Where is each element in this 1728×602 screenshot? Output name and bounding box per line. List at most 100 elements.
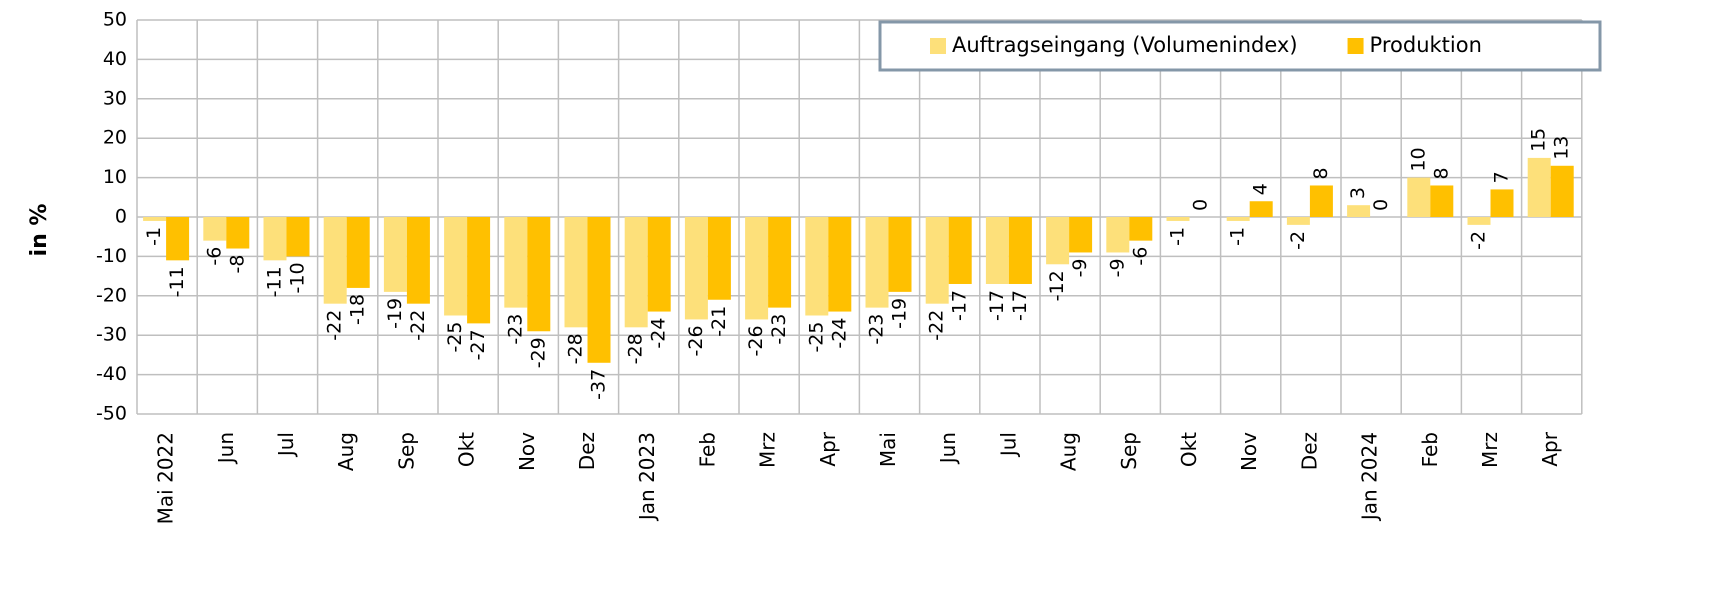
data-label: -25 [805, 322, 827, 353]
bar [564, 217, 588, 328]
bar [768, 217, 792, 308]
data-label: 0 [1190, 199, 1212, 211]
x-tick-label: Apr [816, 431, 840, 466]
bar [143, 217, 167, 221]
bar [1286, 217, 1310, 225]
bar [1467, 217, 1491, 225]
data-label: -9 [1106, 258, 1128, 277]
bar [1069, 217, 1093, 253]
x-tick-label: Jun [214, 432, 238, 465]
data-label: -1 [1167, 227, 1189, 246]
data-label: 4 [1250, 183, 1272, 195]
bar [865, 217, 889, 308]
bar [1008, 217, 1032, 284]
data-label: -1 [1227, 227, 1249, 246]
data-label: -17 [1009, 290, 1031, 321]
bar [587, 217, 611, 363]
data-label: -11 [264, 266, 286, 297]
bar [226, 217, 250, 249]
x-tick-label: Nov [515, 432, 539, 471]
y-tick-label: 10 [103, 166, 127, 188]
data-label: -26 [685, 325, 707, 356]
bar [707, 217, 731, 300]
data-label: -27 [467, 329, 489, 360]
bar [467, 217, 491, 324]
bar [684, 217, 708, 320]
legend-box [878, 20, 1602, 72]
data-label: -24 [648, 318, 670, 349]
y-tick-label: -30 [96, 324, 127, 346]
x-tick-label: Jun [936, 432, 960, 465]
bar [1490, 189, 1514, 217]
x-tick-label: Sep [1117, 432, 1141, 470]
data-label: -24 [828, 318, 850, 349]
data-label: -6 [203, 247, 225, 266]
bar [1347, 205, 1371, 217]
data-label: -17 [949, 290, 971, 321]
y-tick-label: 30 [103, 87, 127, 109]
bar [504, 217, 528, 308]
data-label: -22 [926, 310, 948, 341]
data-label: -22 [407, 310, 429, 341]
bar [263, 217, 287, 261]
data-label: -37 [588, 369, 610, 400]
bar [925, 217, 949, 304]
bar [1249, 201, 1273, 217]
data-label: -10 [287, 262, 309, 293]
data-label: -26 [745, 325, 767, 356]
x-tick-label: Jan 2024 [1358, 432, 1382, 522]
data-label: -29 [527, 337, 549, 368]
data-label: -23 [504, 314, 526, 345]
data-label: 15 [1528, 128, 1550, 152]
bar [1407, 177, 1431, 217]
data-label: -12 [1046, 270, 1068, 301]
bar [1046, 217, 1070, 265]
x-tick-label: Apr [1538, 431, 1562, 466]
bar [1166, 217, 1190, 221]
data-label: 8 [1310, 167, 1332, 179]
x-tick-label: Okt [455, 432, 479, 467]
data-label: -22 [324, 310, 346, 341]
y-tick-label: 50 [103, 9, 127, 31]
data-label: -2 [1468, 231, 1490, 250]
data-label: -6 [1129, 247, 1151, 266]
x-tick-label: Aug [334, 432, 358, 471]
data-label: -8 [226, 255, 248, 274]
data-label: -19 [889, 298, 911, 329]
data-label: 7 [1491, 171, 1513, 183]
y-tick-label: -20 [96, 284, 127, 306]
data-label: -19 [384, 298, 406, 329]
bar [624, 217, 648, 328]
data-label: -21 [708, 306, 730, 337]
bar [1527, 157, 1551, 217]
bar [1309, 185, 1333, 217]
y-tick-label: -40 [96, 363, 127, 385]
y-axis-label: in % [27, 204, 52, 257]
bar [985, 217, 1009, 284]
y-tick-label: -50 [96, 403, 127, 425]
bar [1550, 165, 1574, 217]
bar [805, 217, 829, 316]
data-label: 10 [1407, 147, 1429, 171]
x-tick-label: Dez [575, 432, 599, 470]
x-tick-label: Aug [1057, 432, 1081, 471]
x-tick-label: Nov [1237, 432, 1261, 471]
bar [203, 217, 227, 241]
bar [1106, 217, 1130, 253]
data-label: 8 [1430, 167, 1452, 179]
bar [346, 217, 370, 288]
bar [323, 217, 347, 304]
data-label: 0 [1370, 199, 1392, 211]
x-tick-label: Mai 2022 [154, 432, 178, 524]
data-label: -11 [166, 266, 188, 297]
bar [406, 217, 430, 304]
x-tick-label: Feb [695, 432, 719, 467]
data-label: 13 [1551, 136, 1573, 160]
y-tick-label: 20 [103, 127, 127, 149]
data-label: -9 [1069, 258, 1091, 277]
bar [1430, 185, 1454, 217]
bar [1129, 217, 1153, 241]
x-tick-label: Okt [1177, 432, 1201, 467]
